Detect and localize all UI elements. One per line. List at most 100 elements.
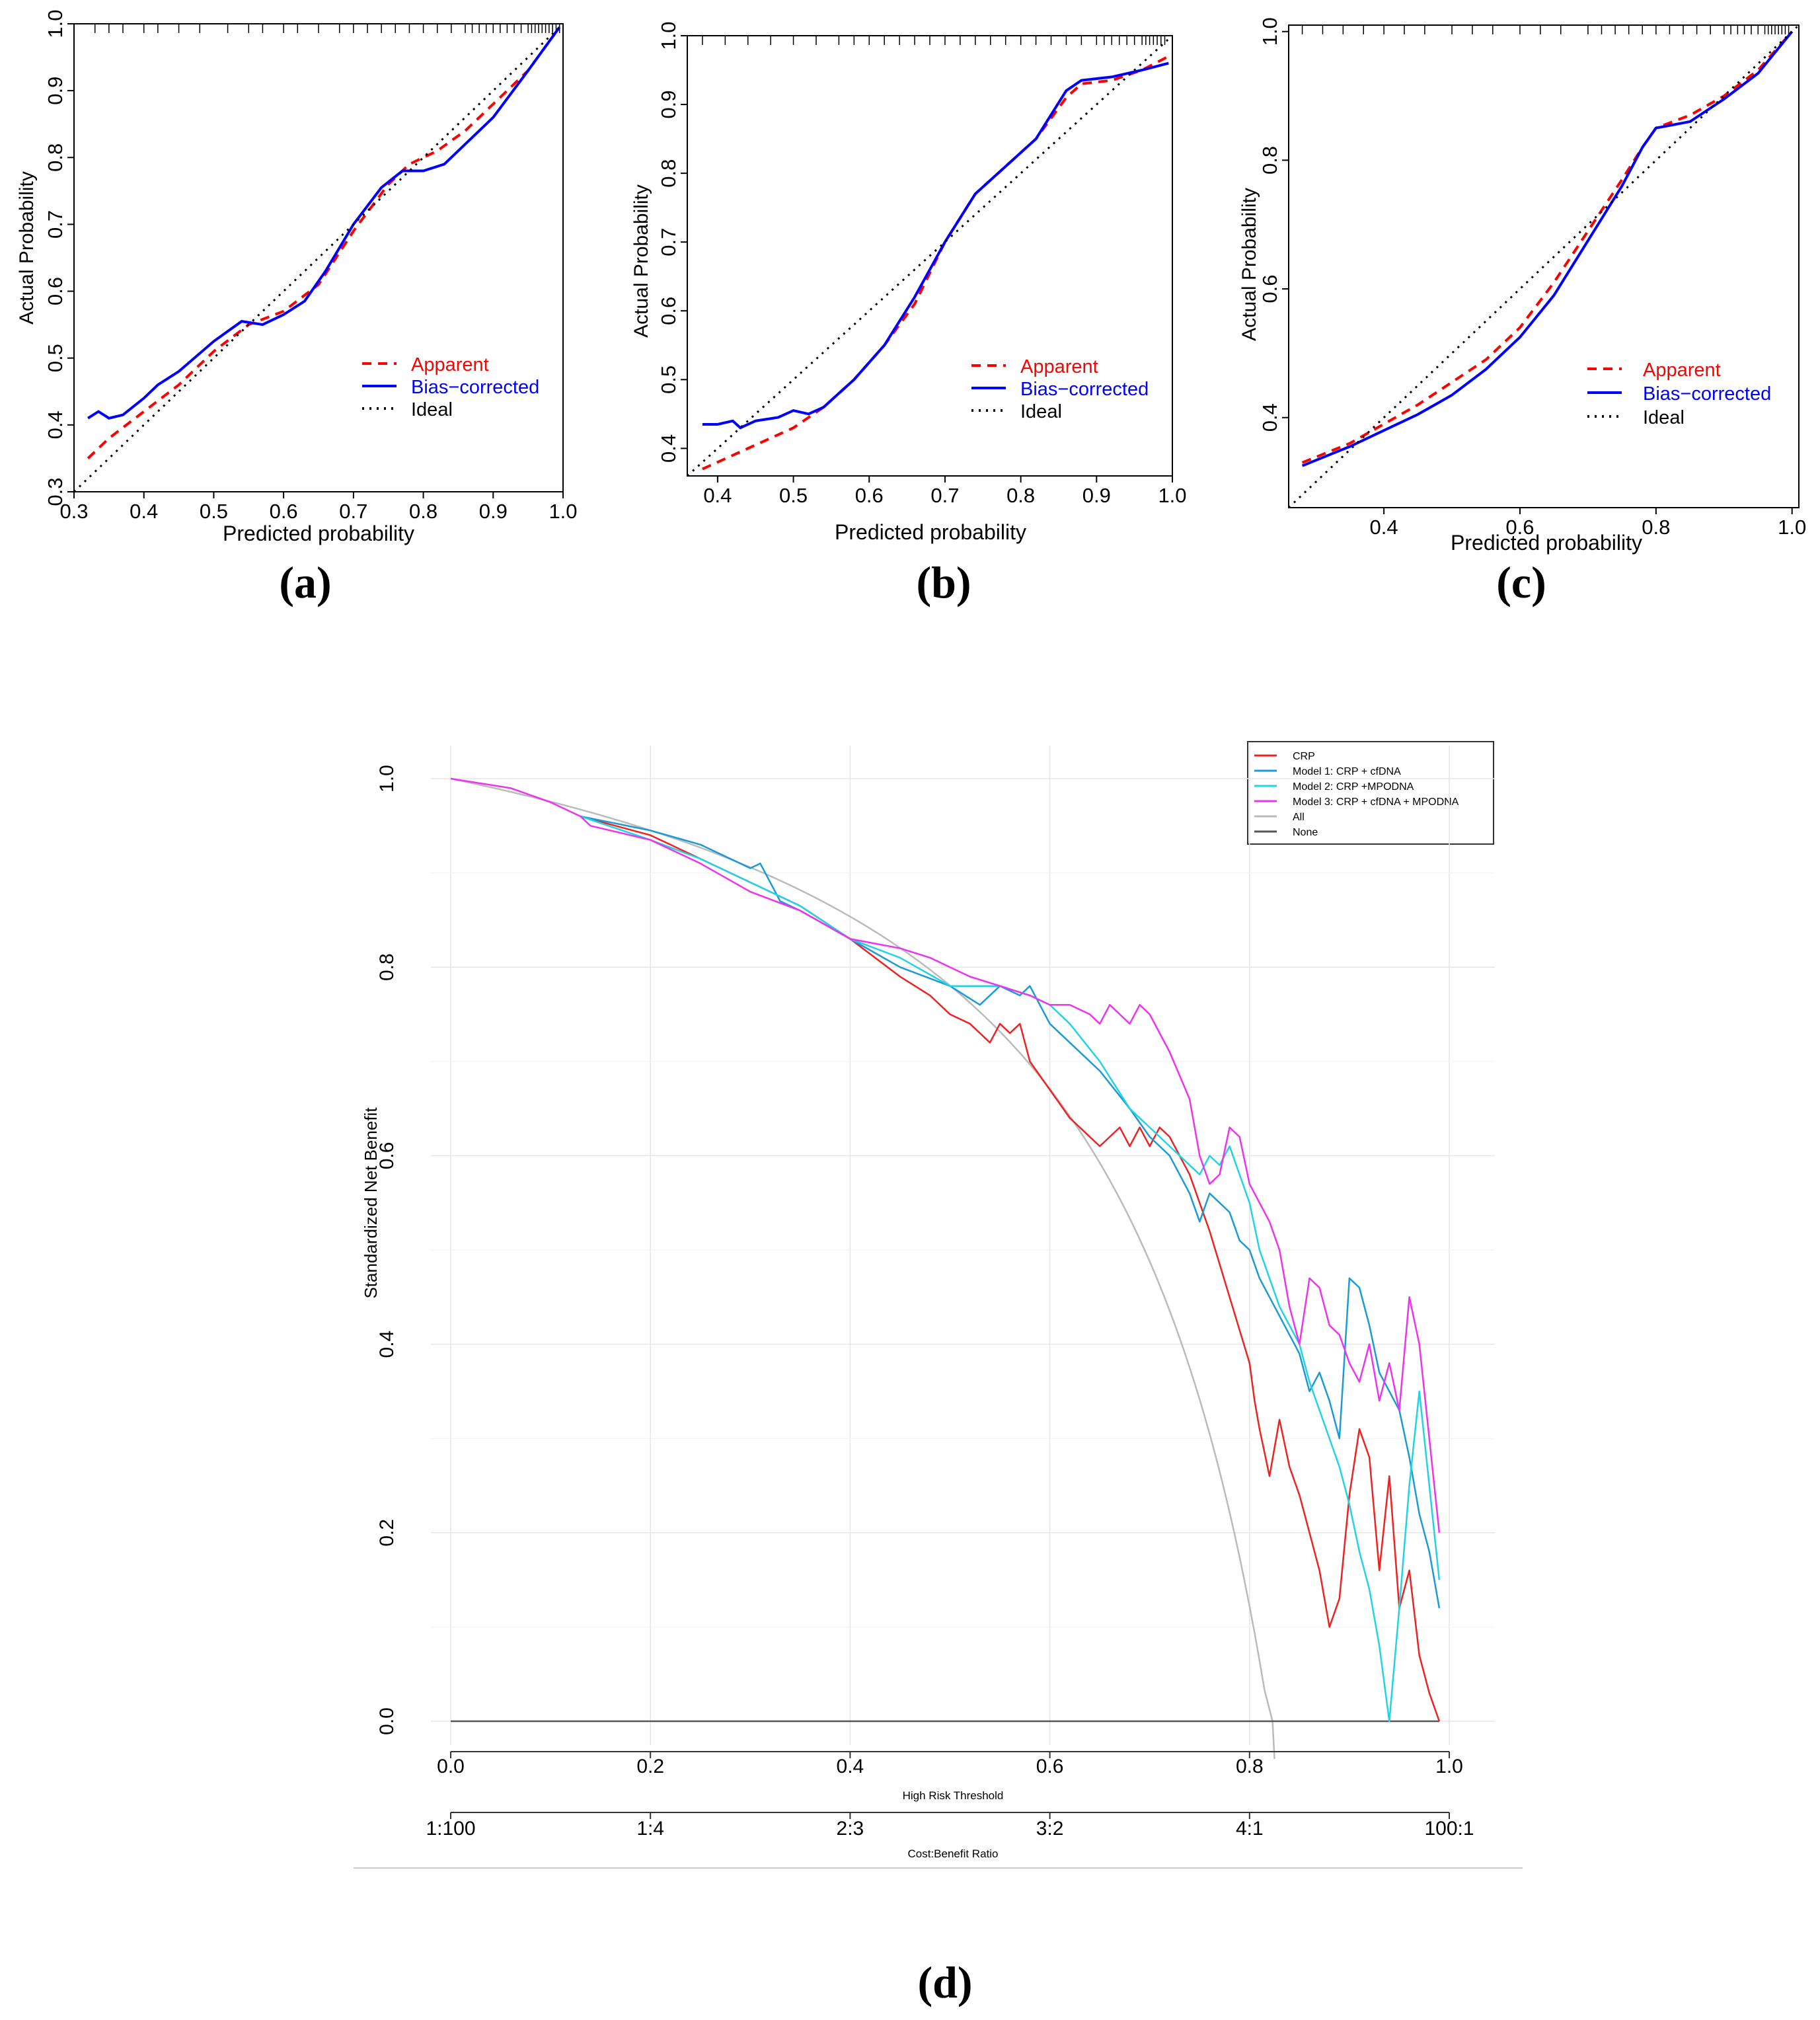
plot-frame	[1288, 24, 1800, 508]
ratio-tick-label: 2:3	[837, 1818, 864, 1840]
y-tick-label: 1.0	[376, 765, 398, 793]
x-tick-label: 0.6	[1036, 1756, 1064, 1777]
legend-label-model-2: Model 2: CRP +MPODNA	[1293, 781, 1414, 793]
x-axis-label: Predicted probability	[835, 520, 1026, 544]
ratio-tick-label: 3:2	[1036, 1818, 1064, 1840]
x-tick-label: 0.3	[59, 500, 88, 523]
legend-label-apparent: Apparent	[411, 354, 489, 375]
series-line-bias-corrected	[1301, 30, 1794, 467]
y-axis-label: Actual Probability	[1238, 188, 1260, 341]
y-axis-label: Actual Probability	[630, 184, 652, 338]
x-tick-label: 0.4	[130, 500, 158, 523]
secondary-axis-label: Cost:Benefit Ratio	[907, 1847, 998, 1860]
ratio-tick-label: 1:100	[426, 1818, 475, 1840]
x-tick-label: 0.9	[479, 500, 508, 523]
calibration-panel-b: Actual Probability Predicted probability…	[630, 21, 1187, 607]
decision-curve-panel: Standardized Net Benefit High Risk Thres…	[354, 741, 1523, 2007]
series-line-bias-corrected	[702, 61, 1169, 430]
legend-label-model-3: Model 3: CRP + cfDNA + MPODNA	[1293, 796, 1459, 808]
y-tick-label: 0.0	[376, 1707, 398, 1735]
y-tick-label: 0.8	[376, 953, 398, 981]
x-tick-label: 0.9	[1082, 484, 1111, 507]
y-tick-label: 0.6	[1258, 275, 1281, 303]
series-line-ideal	[73, 22, 564, 493]
x-tick-label: 0.4	[703, 484, 732, 507]
x-tick-label: 1.0	[549, 500, 577, 523]
y-tick-label: 0.9	[657, 91, 680, 119]
x-axis-label: Predicted probability	[223, 522, 414, 545]
y-axis-label: Actual Probability	[16, 171, 38, 325]
x-tick-label: 0.2	[636, 1756, 664, 1777]
legend: Apparent Bias−corrected Ideal	[1587, 360, 1771, 428]
legend-label-none: None	[1293, 827, 1318, 838]
x-tick-label: 1.0	[1435, 1756, 1463, 1777]
series-line-ideal	[686, 34, 1174, 477]
series-line-apparent	[702, 55, 1170, 471]
panel-label: (b)	[916, 557, 971, 607]
y-tick-label: 0.4	[1258, 403, 1281, 432]
legend-label-ideal: Ideal	[1020, 401, 1062, 422]
x-tick-label: 1.0	[1778, 516, 1806, 539]
y-tick-label: 0.8	[44, 143, 67, 172]
series-line-bias-corrected	[87, 26, 561, 420]
panel-label: (c)	[1496, 557, 1546, 607]
y-tick-label: 0.5	[44, 344, 67, 372]
x-tick-label: 0.6	[855, 484, 884, 507]
legend-label-apparent: Apparent	[1020, 356, 1098, 377]
x-tick-label: 0.8	[1642, 516, 1670, 539]
ratio-tick-label: 4:1	[1236, 1818, 1264, 1840]
x-tick-label: 0.4	[1370, 516, 1398, 539]
y-tick-label: 0.8	[657, 159, 680, 188]
legend-label-crp: CRP	[1293, 751, 1315, 762]
legend-label-model-1: Model 1: CRP + cfDNA	[1293, 766, 1401, 777]
x-tick-label: 0.6	[270, 500, 298, 523]
x-tick-label: 0.8	[1006, 484, 1035, 507]
legend-label-ideal: Ideal	[1643, 407, 1685, 428]
x-tick-label: 0.5	[200, 500, 228, 523]
series-line-model-1-crp-cfdna	[580, 815, 1441, 1609]
y-tick-label: 0.6	[376, 1142, 398, 1170]
y-axis-label: Standardized Net Benefit	[361, 1107, 381, 1299]
calibration-panel-c: Actual Probability Predicted probability…	[1238, 17, 1806, 607]
calibration-panel-a: Actual Probability Predicted probability…	[16, 9, 578, 607]
legend-label-all: All	[1293, 812, 1305, 823]
legend-label-apparent: Apparent	[1643, 360, 1721, 381]
y-tick-label: 0.4	[376, 1331, 398, 1358]
series-line-apparent	[87, 26, 561, 459]
legend-label-bias-corrected: Bias−corrected	[1643, 383, 1771, 405]
ratio-tick-label: 1:4	[636, 1818, 664, 1840]
y-tick-label: 0.9	[44, 77, 67, 105]
x-axis-label: Predicted probability	[1451, 531, 1642, 555]
x-tick-label: 0.4	[837, 1756, 864, 1777]
y-tick-label: 0.6	[657, 297, 680, 325]
x-tick-label: 1.0	[1158, 484, 1186, 507]
series-line-model-3-crp-cfdna-mpodna	[450, 777, 1441, 1533]
y-tick-label: 0.3	[44, 477, 67, 506]
y-tick-label: 0.6	[44, 277, 67, 305]
y-tick-label: 0.7	[657, 228, 680, 256]
legend: CRP Model 1: CRP + cfDNA Model 2: CRP +M…	[1247, 741, 1494, 845]
x-tick-label: 0.5	[779, 484, 808, 507]
panel-label: (a)	[279, 557, 331, 607]
y-tick-label: 1.0	[657, 21, 680, 50]
y-tick-label: 0.4	[44, 410, 67, 439]
x-tick-label: 0.6	[1505, 516, 1534, 539]
y-tick-label: 0.2	[376, 1519, 398, 1547]
x-tick-label: 0.7	[339, 500, 367, 523]
legend-label-ideal: Ideal	[411, 399, 453, 420]
series-line-apparent	[1301, 30, 1794, 464]
legend-box	[1247, 741, 1494, 845]
series-line-crp	[580, 815, 1441, 1722]
x-tick-label: 0.0	[437, 1756, 465, 1777]
legend: Apparent Bias−corrected Ideal	[362, 354, 539, 420]
y-tick-label: 0.5	[657, 366, 680, 394]
x-tick-label: 0.7	[930, 484, 959, 507]
series-line-model-2-crp-mpodna	[580, 815, 1441, 1723]
y-tick-label: 1.0	[44, 9, 67, 38]
series-line-all	[450, 777, 1273, 1722]
series-line-all-tail	[1271, 1721, 1275, 1760]
panel-label: (d)	[917, 1957, 972, 2007]
legend-label-bias-corrected: Bias−corrected	[411, 377, 539, 398]
y-tick-label: 0.4	[657, 434, 680, 463]
